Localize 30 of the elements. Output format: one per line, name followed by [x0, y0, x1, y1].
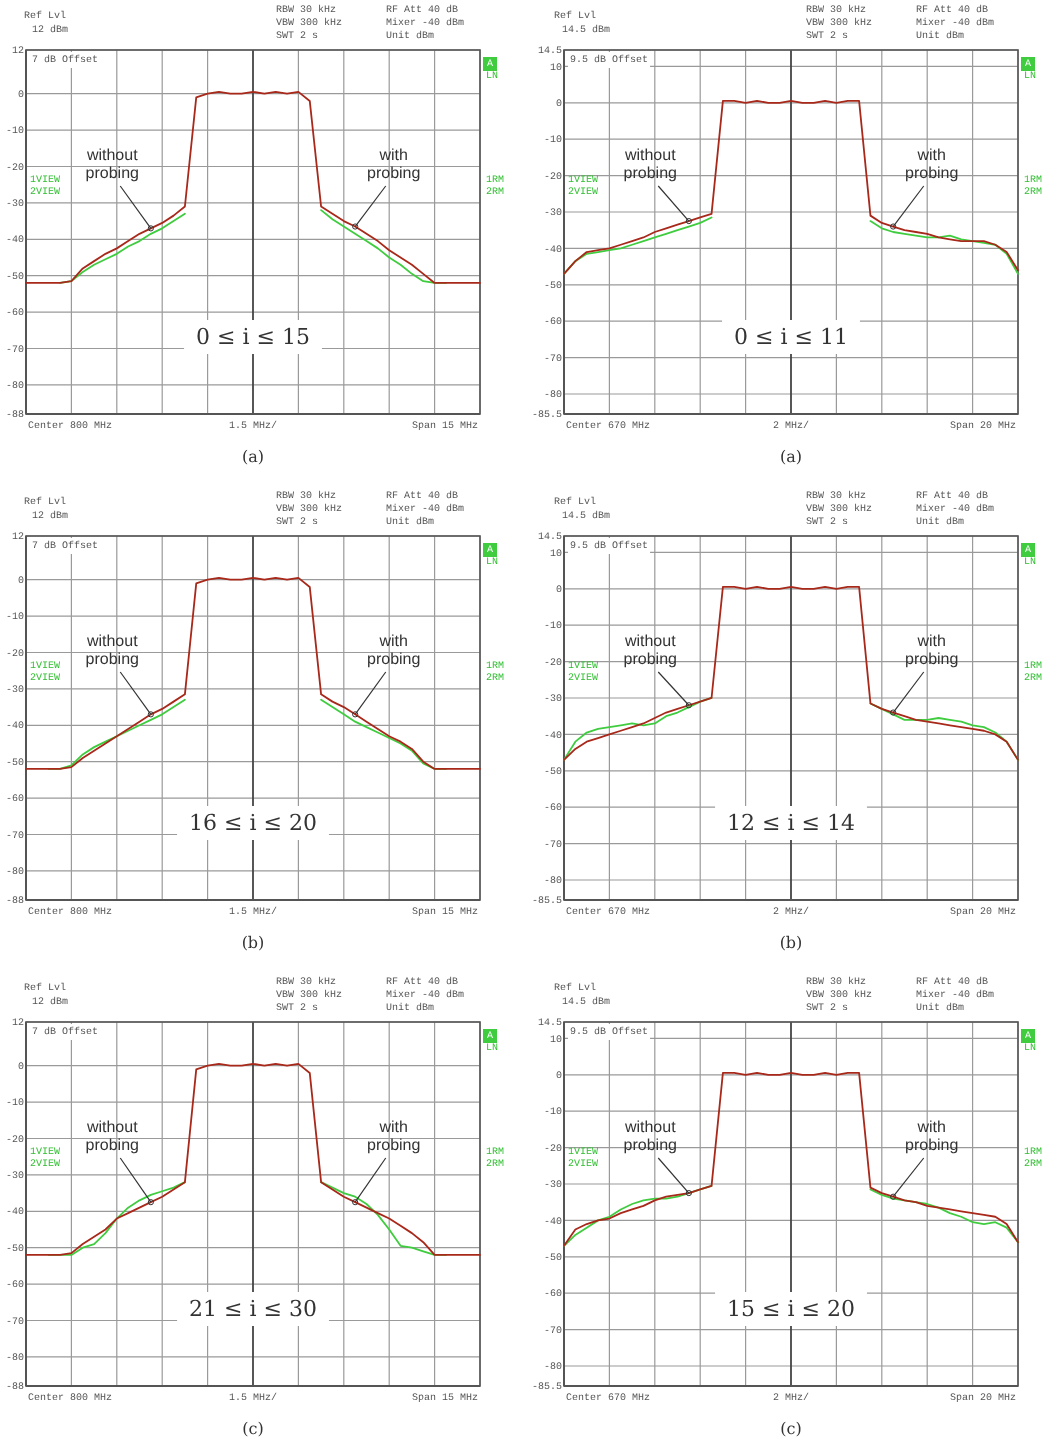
annotation: with probing	[367, 1118, 421, 1155]
line-series	[562, 1072, 1018, 1247]
annotation: with probing	[367, 632, 421, 669]
annotation: 12 ≤ i ≤ 14	[726, 810, 854, 836]
line-series	[25, 1062, 481, 1256]
annotation: 0 ≤ i ≤ 11	[733, 324, 847, 350]
text: (b)	[241, 934, 265, 952]
text: (c)	[779, 1420, 801, 1438]
line-series	[25, 576, 481, 770]
annotation: 15 ≤ i ≤ 20	[726, 1296, 854, 1322]
text: (a)	[241, 448, 265, 466]
annotation: without probing	[621, 146, 677, 183]
annotation: 0 ≤ i ≤ 15	[196, 324, 310, 350]
annotation: with probing	[904, 146, 958, 183]
annotation: without probing	[621, 632, 677, 669]
text: (c)	[242, 1420, 264, 1438]
annotation: 21 ≤ i ≤ 30	[189, 1296, 317, 1322]
text: (a)	[778, 448, 802, 466]
line-series	[562, 100, 1018, 275]
annotation: 16 ≤ i ≤ 20	[189, 810, 317, 836]
line-series	[562, 586, 1018, 761]
annotation: with probing	[904, 632, 958, 669]
annotation: with probing	[367, 146, 421, 183]
annotation: without probing	[84, 1118, 140, 1155]
annotation: without probing	[84, 632, 140, 669]
annotation: with probing	[904, 1118, 958, 1155]
annotation: without probing	[84, 146, 140, 183]
text: (b)	[778, 934, 802, 952]
annotation: without probing	[621, 1118, 677, 1155]
line-series	[25, 90, 481, 284]
